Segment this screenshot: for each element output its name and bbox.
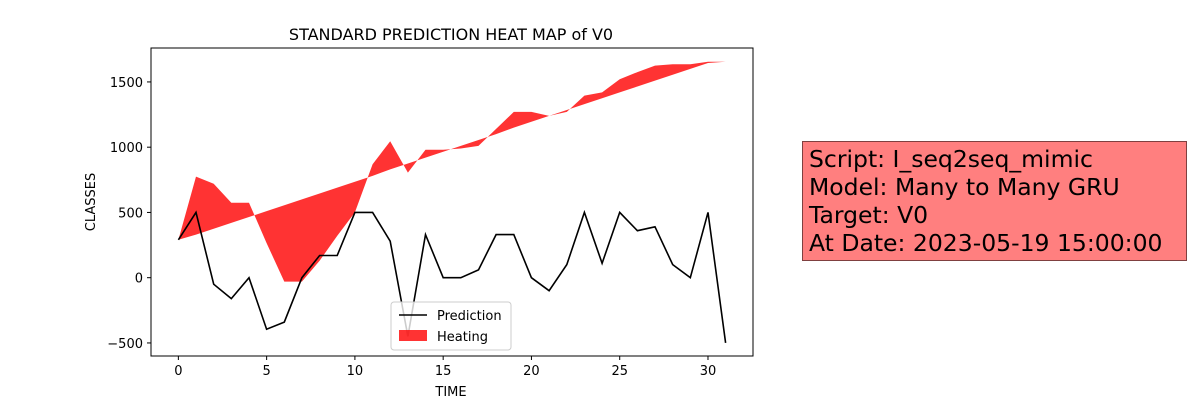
script-info: Script: I_seq2seq_mimic — [809, 145, 1093, 173]
x-tick-label: 15 — [435, 364, 452, 379]
target-info: Target: V0 — [809, 201, 929, 229]
x-tick-label: 0 — [174, 364, 182, 379]
x-tick-label: 5 — [262, 364, 270, 379]
legend-heating-label: Heating — [437, 330, 488, 345]
model-info: Model: Many to Many GRU — [809, 173, 1120, 201]
heating-area — [178, 61, 726, 282]
y-tick-label: 0 — [135, 272, 143, 287]
legend: Prediction Heating — [390, 301, 512, 351]
y-tick-label: 1000 — [110, 141, 143, 156]
plot-area: 0 5 10 15 20 25 30 −500 0 500 1000 1500 — [107, 47, 754, 379]
x-axis-label: TIME — [434, 385, 466, 400]
x-tick-label: 10 — [347, 364, 364, 379]
y-tick-label: 500 — [118, 206, 143, 221]
plot-frame — [150, 47, 754, 357]
date-info: At Date: 2023-05-19 15:00:00 — [809, 229, 1163, 257]
x-tick-label: 25 — [611, 364, 628, 379]
prediction-line — [177, 209, 727, 344]
legend-heating-swatch — [399, 330, 427, 341]
chart-title: STANDARD PREDICTION HEAT MAP of V0 — [289, 25, 613, 44]
x-tick-label: 30 — [700, 364, 717, 379]
legend-prediction-label: Prediction — [437, 309, 502, 324]
info-box: Script: I_seq2seq_mimic Model: Many to M… — [802, 141, 1187, 261]
y-tick-label: −500 — [107, 337, 143, 352]
y-axis-label: CLASSES — [84, 173, 99, 231]
x-tick-label: 20 — [523, 364, 540, 379]
y-tick-label: 1500 — [110, 76, 143, 91]
